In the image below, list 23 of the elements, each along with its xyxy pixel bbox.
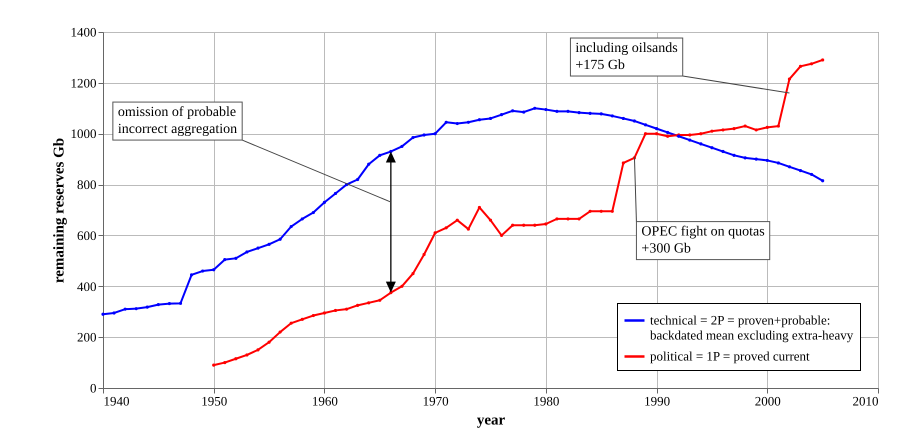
legend-label: political = 1P = proved current: [650, 348, 810, 364]
x-tick-label: 1950: [201, 394, 228, 408]
x-axis-title: year: [476, 412, 506, 428]
x-tick-label: 2010: [852, 394, 878, 408]
x-tick-label: 1970: [422, 394, 449, 408]
y-tick-label: 600: [77, 228, 96, 243]
annotation: omission of probable incorrect aggregation: [118, 105, 238, 138]
y-tick-label: 1200: [70, 75, 96, 90]
y-tick-label: 0: [90, 380, 96, 396]
y-tick-label: 1400: [70, 24, 96, 40]
annotation: including oilsands +175 Gb: [575, 41, 678, 74]
annotation: OPEC fight on quotas +300 Gb: [641, 224, 765, 257]
y-axis-title: remaining reserves Gb: [52, 138, 68, 284]
y-tick-label: 1000: [70, 126, 96, 142]
x-tick-label: 1990: [644, 394, 670, 408]
y-tick-label: 800: [77, 177, 96, 192]
x-tick-label: 1940: [104, 394, 130, 408]
legend-label: technical = 2P = proven+probable: backdated mean excluding extra-heavy: [650, 312, 854, 342]
x-tick-label: 2000: [754, 394, 781, 408]
y-tick-label: 400: [77, 278, 96, 294]
x-tick-label: 1980: [533, 394, 560, 408]
x-tick-label: 1960: [312, 394, 338, 408]
y-tick-label: 200: [77, 330, 96, 345]
